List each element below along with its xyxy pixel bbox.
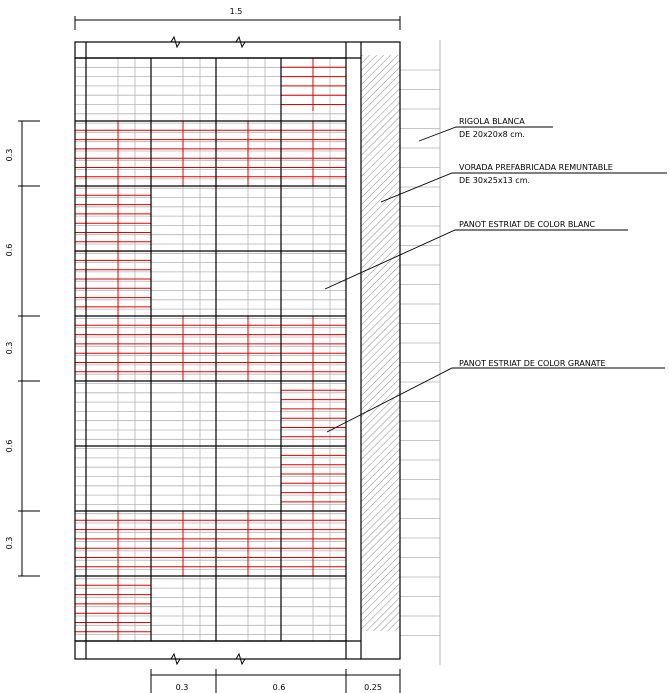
label-vorada-line2: DE 30x25x13 cm.: [459, 176, 530, 185]
leader-rigola: [418, 126, 553, 142]
dimension-bottom-2: 0.6: [273, 683, 286, 692]
break-symbol: [151, 652, 201, 666]
annotation-leaders: [324, 126, 667, 433]
outer-border: [74, 41, 401, 660]
dimension-left-5: 0.3: [5, 537, 14, 550]
dimension-top-width: 1.5: [230, 7, 243, 16]
label-rigola-line2: DE 20x20x8 cm.: [459, 130, 525, 139]
break-symbol: [216, 652, 266, 666]
break-symbol: [151, 35, 201, 49]
break-symbol: [216, 35, 266, 49]
dimension-left-3: 0.3: [5, 342, 14, 355]
label-vorada-line1: VORADA PREFABRICADA REMUNTABLE: [459, 163, 613, 172]
white-tile-stripes: [75, 58, 346, 641]
dimension-lines: [18, 16, 401, 693]
leader-granate: [326, 367, 665, 433]
curb-hatch: [361, 55, 400, 631]
leader-blanc: [324, 229, 628, 290]
label-blanc: PANOT ESTRIAT DE COLOR BLANC: [459, 220, 596, 229]
dimension-left-2: 0.6: [5, 244, 14, 257]
dimension-bottom-3: 0.25: [364, 683, 382, 692]
leader-vorada: [380, 172, 667, 203]
granate-tile-stripes: [75, 58, 346, 641]
drawing-frame: [74, 35, 401, 666]
dimension-left-4: 0.6: [5, 440, 14, 453]
dimension-left-1: 0.3: [5, 149, 14, 162]
label-granate: PANOT ESTRIAT DE COLOR GRANATE: [459, 359, 606, 368]
label-rigola-line1: RIGOLA BLANCA: [459, 117, 525, 126]
dimension-bottom-1: 0.3: [176, 683, 189, 692]
gutter-tiles: [400, 40, 441, 665]
